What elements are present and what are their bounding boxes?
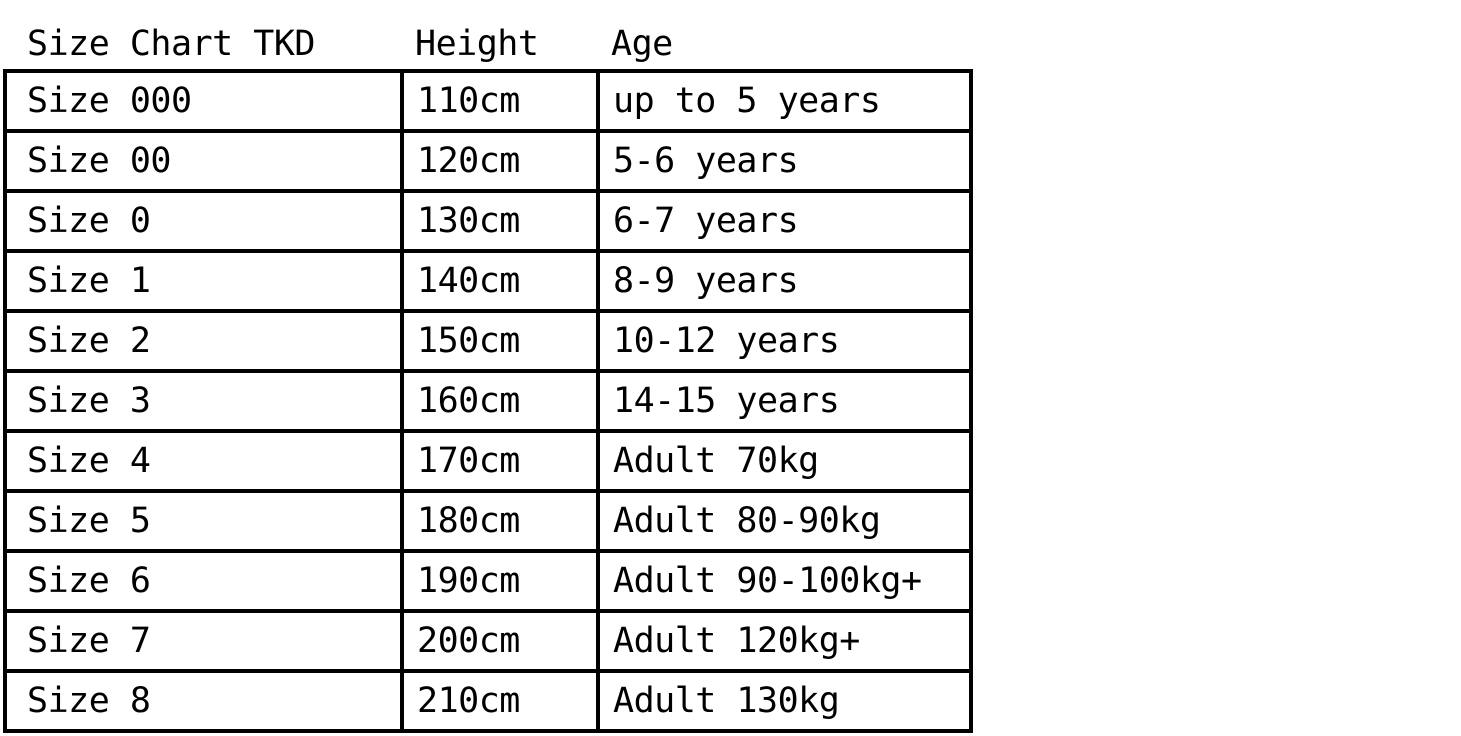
table-row: Size 1 140cm 8-9 years bbox=[3, 249, 973, 313]
height-cell: 170cm bbox=[400, 429, 600, 493]
size-cell: Size 8 bbox=[3, 669, 404, 733]
size-cell: Size 000 bbox=[3, 69, 404, 133]
table-row: Size 3 160cm 14-15 years bbox=[3, 369, 973, 433]
height-cell: 110cm bbox=[400, 69, 600, 133]
age-cell: 5-6 years bbox=[596, 129, 973, 193]
table-row: Size 5 180cm Adult 80-90kg bbox=[3, 489, 973, 553]
table-row: Size 7 200cm Adult 120kg+ bbox=[3, 609, 973, 673]
height-cell: 210cm bbox=[400, 669, 600, 733]
height-cell: 150cm bbox=[400, 309, 600, 373]
table-row: Size 0 130cm 6-7 years bbox=[3, 189, 973, 253]
header-height: Height bbox=[415, 24, 539, 64]
size-cell: Size 4 bbox=[3, 429, 404, 493]
age-cell: Adult 120kg+ bbox=[596, 609, 973, 673]
age-cell: Adult 70kg bbox=[596, 429, 973, 493]
size-cell: Size 5 bbox=[3, 489, 404, 553]
table-row: Size 8 210cm Adult 130kg bbox=[3, 669, 973, 733]
table-row: Size 2 150cm 10-12 years bbox=[3, 309, 973, 373]
age-cell: Adult 80-90kg bbox=[596, 489, 973, 553]
table-row: Size 6 190cm Adult 90-100kg+ bbox=[3, 549, 973, 613]
size-cell: Size 7 bbox=[3, 609, 404, 673]
table-row: Size 4 170cm Adult 70kg bbox=[3, 429, 973, 493]
size-cell: Size 00 bbox=[3, 129, 404, 193]
height-cell: 160cm bbox=[400, 369, 600, 433]
size-cell: Size 1 bbox=[3, 249, 404, 313]
header-size-chart-title: Size Chart TKD bbox=[27, 24, 316, 64]
table-row: Size 00 120cm 5-6 years bbox=[3, 129, 973, 193]
size-cell: Size 2 bbox=[3, 309, 404, 373]
age-cell: 6-7 years bbox=[596, 189, 973, 253]
height-cell: 140cm bbox=[400, 249, 600, 313]
age-cell: 8-9 years bbox=[596, 249, 973, 313]
table-row: Size 000 110cm up to 5 years bbox=[3, 69, 973, 133]
age-cell: Adult 130kg bbox=[596, 669, 973, 733]
age-cell: up to 5 years bbox=[596, 69, 973, 133]
age-cell: Adult 90-100kg+ bbox=[596, 549, 973, 613]
height-cell: 180cm bbox=[400, 489, 600, 553]
size-cell: Size 3 bbox=[3, 369, 404, 433]
age-cell: 14-15 years bbox=[596, 369, 973, 433]
size-cell: Size 6 bbox=[3, 549, 404, 613]
header-age: Age bbox=[611, 24, 673, 64]
height-cell: 130cm bbox=[400, 189, 600, 253]
age-cell: 10-12 years bbox=[596, 309, 973, 373]
size-cell: Size 0 bbox=[3, 189, 404, 253]
size-chart-table: Size 000 110cm up to 5 years Size 00 120… bbox=[3, 69, 973, 733]
height-cell: 120cm bbox=[400, 129, 600, 193]
height-cell: 200cm bbox=[400, 609, 600, 673]
height-cell: 190cm bbox=[400, 549, 600, 613]
